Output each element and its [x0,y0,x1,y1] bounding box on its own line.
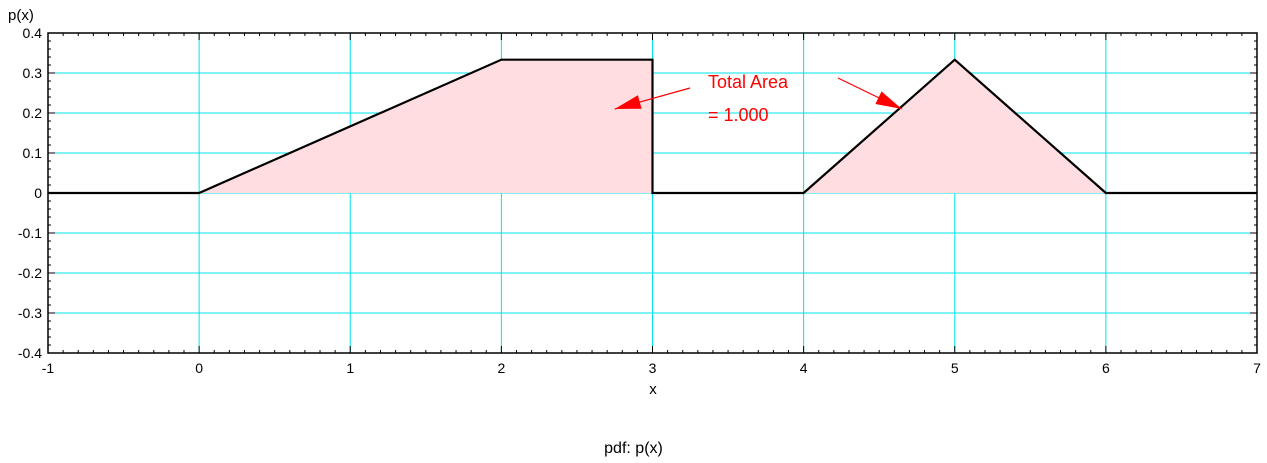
y-tick-label: 0 [34,185,42,201]
y-tick-label: 0.2 [23,105,43,121]
x-tick-label: 1 [346,360,354,376]
y-tick-label: -0.3 [18,305,42,321]
pdf-line [48,58,1257,195]
series-lines [48,58,1257,195]
annotation-arrowhead [614,95,642,109]
annotation-text: = 1.000 [708,105,769,125]
annotation-text: Total Area [708,72,789,92]
y-tick-label: -0.2 [18,265,42,281]
x-tick-label: -1 [42,360,55,376]
plot-frame [47,32,1258,354]
x-tick-label: 7 [1253,360,1261,376]
y-tick-label: 0.1 [23,145,43,161]
chart-caption: pdf: p(x) [604,440,663,457]
y-axis-label: p(x) [8,7,34,24]
annotation-arrowhead [875,91,902,109]
x-tick-label: 3 [649,360,657,376]
x-tick-label: 5 [951,360,959,376]
y-tick-label: 0.3 [23,65,43,81]
x-tick-label: 4 [800,360,808,376]
x-tick-label: 6 [1102,360,1110,376]
annotation: Total Area = 1.000 [614,72,903,125]
x-tick-label: 0 [195,360,203,376]
tick-labels: -1 0 1 2 3 4 5 6 7 -0.4 -0.3 -0.2 -0.1 0 0.1 0.2 0.3 0.4 [18,25,1261,376]
y-tick-label: -0.1 [18,225,42,241]
y-tick-label: 0.4 [23,25,43,41]
y-tick-label: -0.4 [18,345,42,361]
pdf-chart: -1 0 1 2 3 4 5 6 7-0.4-0.3-0.2-0.100.10.20.30.4 … [8,7,1261,398]
x-axis-label: x [649,381,657,398]
x-tick-label: 2 [497,360,505,376]
